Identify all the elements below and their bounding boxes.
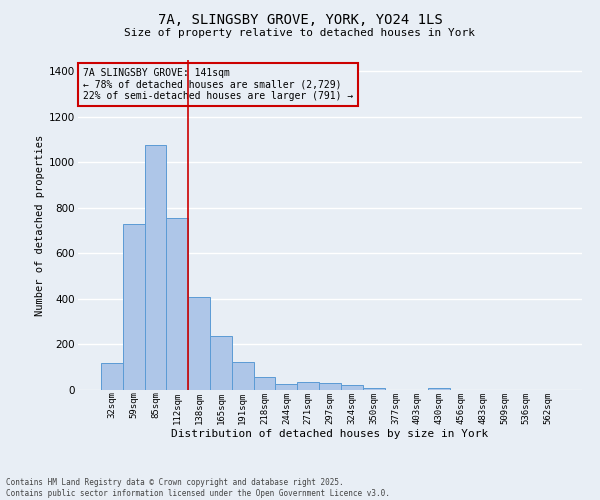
Text: Size of property relative to detached houses in York: Size of property relative to detached ho… — [125, 28, 476, 38]
X-axis label: Distribution of detached houses by size in York: Distribution of detached houses by size … — [172, 429, 488, 439]
Bar — [210, 336, 232, 390]
Bar — [297, 382, 319, 390]
Bar — [145, 146, 166, 390]
Bar — [254, 378, 275, 390]
Y-axis label: Number of detached properties: Number of detached properties — [35, 134, 45, 316]
Bar — [428, 388, 450, 390]
Bar — [166, 218, 188, 390]
Bar — [232, 362, 254, 390]
Bar — [188, 296, 210, 390]
Text: 7A SLINGSBY GROVE: 141sqm
← 78% of detached houses are smaller (2,729)
22% of se: 7A SLINGSBY GROVE: 141sqm ← 78% of detac… — [83, 68, 353, 102]
Text: Contains HM Land Registry data © Crown copyright and database right 2025.
Contai: Contains HM Land Registry data © Crown c… — [6, 478, 390, 498]
Bar — [123, 224, 145, 390]
Bar — [101, 362, 123, 390]
Bar — [319, 383, 341, 390]
Bar — [341, 385, 363, 390]
Text: 7A, SLINGSBY GROVE, YORK, YO24 1LS: 7A, SLINGSBY GROVE, YORK, YO24 1LS — [158, 12, 442, 26]
Bar — [275, 384, 297, 390]
Bar — [363, 388, 385, 390]
